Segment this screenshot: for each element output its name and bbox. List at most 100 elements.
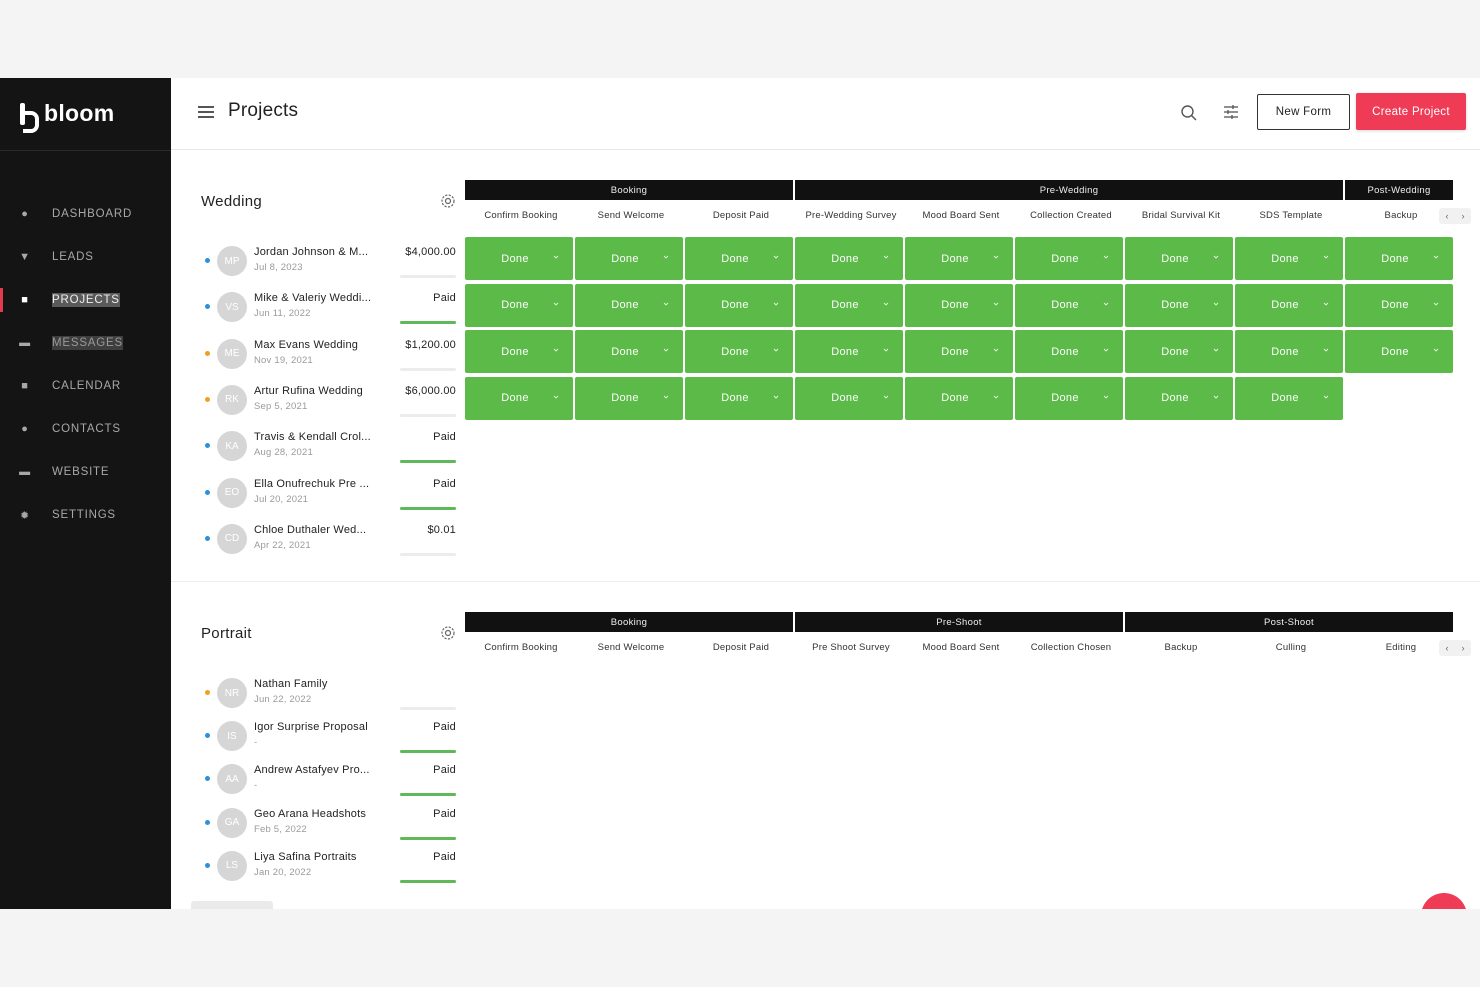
- project-name[interactable]: Mike & Valeriy Weddi...: [254, 292, 372, 305]
- task-status-label: Done: [1271, 299, 1299, 311]
- task-status-label: Done: [1161, 299, 1189, 311]
- payment-amount: $0.01: [427, 523, 456, 536]
- task-status-dropdown[interactable]: Done: [905, 237, 1013, 280]
- sidebar-item-dashboard[interactable]: ● DASHBOARD: [0, 198, 171, 230]
- task-status-dropdown[interactable]: Done: [1125, 283, 1233, 327]
- project-name[interactable]: Liya Safina Portraits: [254, 850, 357, 863]
- project-name[interactable]: Chloe Duthaler Wed...: [254, 523, 367, 536]
- chat-widget-button[interactable]: [1421, 893, 1467, 909]
- project-row[interactable]: IS Igor Surprise Proposal - Paid: [201, 719, 461, 759]
- dashboard-icon: ●: [21, 208, 29, 220]
- task-status-dropdown[interactable]: Done: [795, 330, 903, 373]
- task-status-dropdown[interactable]: Done: [1125, 237, 1233, 280]
- project-row[interactable]: NR Nathan Family Jun 22, 2022: [201, 676, 461, 716]
- task-status-dropdown[interactable]: Done: [905, 376, 1013, 420]
- project-row[interactable]: LS Liya Safina Portraits Jan 20, 2022 Paid: [201, 849, 461, 889]
- status-dot: [205, 443, 210, 449]
- payment-amount: Paid: [433, 764, 456, 777]
- task-status-dropdown[interactable]: Done: [465, 330, 573, 373]
- project-row[interactable]: RK Artur Rufina Wedding Sep 5, 2021 $6,000.…: [201, 383, 461, 423]
- project-name[interactable]: Igor Surprise Proposal: [254, 721, 368, 734]
- task-status-dropdown[interactable]: Done: [795, 283, 903, 327]
- sidebar-item-projects[interactable]: ■ PROJECTS: [0, 284, 171, 316]
- sidebar-item-calendar[interactable]: ■ CALENDAR: [0, 370, 171, 402]
- chevron-left-icon[interactable]: ‹: [1445, 211, 1449, 221]
- task-status-dropdown[interactable]: Done: [1345, 283, 1453, 327]
- filter-sliders-icon[interactable]: [1222, 103, 1240, 121]
- project-row[interactable]: KA Travis & Kendall Crol... Aug 28, 2021 Pa…: [201, 429, 461, 469]
- sidebar-item-messages[interactable]: ▬ MESSAGES: [0, 327, 171, 359]
- column-scroll-arrows[interactable]: ‹ ›: [1439, 208, 1471, 224]
- stage-group-header: Booking: [465, 180, 793, 200]
- task-status-dropdown[interactable]: Done: [1235, 330, 1343, 373]
- project-name[interactable]: Nathan Family: [254, 678, 328, 690]
- task-status-dropdown[interactable]: Done: [1235, 237, 1343, 280]
- task-status-dropdown[interactable]: Done: [465, 283, 573, 327]
- horizontal-scrollbar[interactable]: [191, 901, 273, 909]
- sidebar-item-settings[interactable]: ✹ SETTINGS: [0, 499, 171, 531]
- task-status-dropdown[interactable]: Done: [905, 330, 1013, 373]
- project-row[interactable]: CD Chloe Duthaler Wed... Apr 22, 2021 $0.01: [201, 522, 461, 562]
- project-date: Jul 8, 2023: [254, 262, 303, 273]
- task-status-dropdown[interactable]: Done: [575, 237, 683, 280]
- column-scroll-arrows[interactable]: ‹ ›: [1439, 640, 1471, 656]
- project-name[interactable]: Travis & Kendall Crol...: [254, 431, 371, 444]
- status-dot: [205, 258, 210, 263]
- project-name[interactable]: Max Evans Wedding: [254, 338, 359, 351]
- task-status-dropdown[interactable]: Done: [1235, 283, 1343, 327]
- task-status-dropdown[interactable]: Done: [1015, 237, 1123, 280]
- chevron-right-icon[interactable]: ›: [1461, 643, 1465, 653]
- project-row[interactable]: VS Mike & Valeriy Weddi... Jun 11, 2022 Pai…: [201, 290, 461, 330]
- sidebar-item-contacts[interactable]: ● CONTACTS: [0, 413, 171, 445]
- task-status-dropdown[interactable]: Done: [685, 330, 793, 373]
- task-status-dropdown[interactable]: Done: [575, 376, 683, 420]
- chevron-left-icon[interactable]: ‹: [1445, 643, 1449, 653]
- project-row[interactable]: ME Max Evans Wedding Nov 19, 2021 $1,200.00: [201, 337, 461, 377]
- project-row[interactable]: AA Andrew Astafyev Pro... - Paid: [201, 762, 461, 802]
- task-status-dropdown[interactable]: Done: [795, 376, 903, 420]
- task-status-dropdown[interactable]: Done: [1125, 330, 1233, 373]
- task-status-dropdown[interactable]: Done: [465, 376, 573, 420]
- hamburger-menu-icon[interactable]: [198, 106, 214, 118]
- section-settings-gear-icon[interactable]: [439, 192, 457, 210]
- task-status-label: Done: [941, 392, 969, 404]
- task-column-header: Backup: [1384, 210, 1418, 221]
- brand-logo[interactable]: bloom: [20, 100, 115, 133]
- task-status-dropdown[interactable]: Done: [1015, 330, 1123, 373]
- chevron-right-icon[interactable]: ›: [1461, 211, 1465, 221]
- create-project-button[interactable]: Create Project: [1356, 93, 1466, 130]
- project-row[interactable]: MP Jordan Johnson & M... Jul 8, 2023 $4,000…: [201, 244, 461, 284]
- sidebar-item-leads[interactable]: ▼ LEADS: [0, 241, 171, 273]
- project-name[interactable]: Jordan Johnson & M...: [254, 246, 369, 258]
- task-status-dropdown[interactable]: Done: [1015, 376, 1123, 420]
- project-row[interactable]: EO Ella Onufrechuk Pre ... Jul 20, 2021 Pai…: [201, 476, 461, 516]
- task-status-dropdown[interactable]: Done: [905, 283, 1013, 327]
- section-settings-gear-icon[interactable]: [439, 624, 457, 642]
- task-status-dropdown[interactable]: Done: [685, 283, 793, 327]
- task-status-dropdown[interactable]: Done: [1125, 376, 1233, 420]
- project-row[interactable]: GA Geo Arana Headshots Feb 5, 2022 Paid: [201, 806, 461, 846]
- project-name[interactable]: Geo Arana Headshots: [254, 807, 367, 820]
- task-status-dropdown[interactable]: Done: [1345, 330, 1453, 373]
- task-status-dropdown[interactable]: Done: [685, 237, 793, 280]
- project-name[interactable]: Ella Onufrechuk Pre ...: [254, 477, 370, 490]
- project-name[interactable]: Artur Rufina Wedding: [254, 384, 363, 397]
- task-status-dropdown[interactable]: Done: [1235, 376, 1343, 420]
- task-status-dropdown[interactable]: Done: [575, 330, 683, 373]
- project-date: Aug 28, 2021: [254, 447, 313, 459]
- payment-amount: $4,000.00: [405, 246, 456, 258]
- sidebar-item-website[interactable]: ▬ WEBSITE: [0, 456, 171, 488]
- task-status-dropdown[interactable]: Done: [795, 237, 903, 280]
- task-status-dropdown[interactable]: Done: [465, 237, 573, 280]
- task-status-label: Done: [831, 299, 859, 311]
- project-date: Nov 19, 2021: [254, 354, 313, 366]
- search-icon[interactable]: [1180, 104, 1198, 122]
- avatar: LS: [217, 850, 247, 881]
- task-status-dropdown[interactable]: Done: [1345, 237, 1453, 280]
- task-status-dropdown[interactable]: Done: [1015, 283, 1123, 327]
- project-name[interactable]: Andrew Astafyev Pro...: [254, 764, 370, 777]
- task-column-header: Mood Board Sent: [922, 210, 1000, 221]
- task-status-dropdown[interactable]: Done: [685, 376, 793, 420]
- task-status-dropdown[interactable]: Done: [575, 283, 683, 327]
- new-form-button[interactable]: New Form: [1257, 94, 1350, 130]
